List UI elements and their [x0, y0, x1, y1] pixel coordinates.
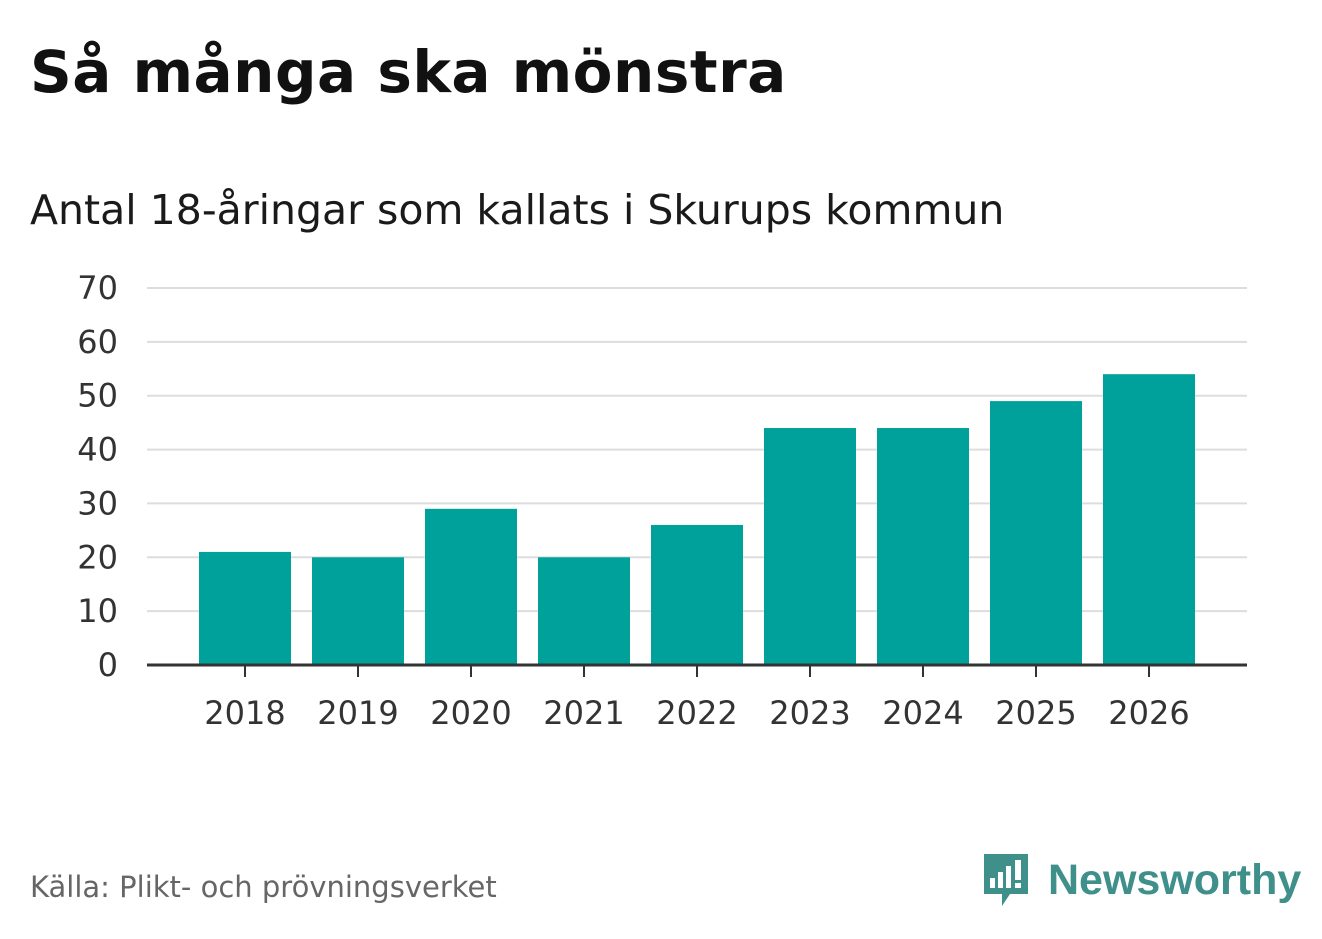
bar-2018: [199, 551, 291, 665]
x-axis-ticks: 2018 2019 2020 2021 2022 2023 2024 2025 2026: [204, 665, 1190, 732]
y-tick-label: 30: [77, 484, 118, 522]
brand-logo: Newsworthy: [980, 850, 1301, 910]
bar-2022: [651, 524, 743, 665]
bar-2019: [312, 557, 404, 665]
source-note: Källa: Plikt- och prövningsverket: [30, 870, 497, 904]
y-tick-label: 10: [77, 592, 118, 630]
bar-2023: [764, 428, 856, 665]
y-tick-label: 20: [77, 538, 118, 576]
chart-subtitle: Antal 18-åringar som kallats i Skurups k…: [30, 186, 1005, 234]
bar-chart: 0 10 20 30 40 50 60 70 2018 2019 2020 2021 2022 2023…: [77, 269, 1247, 732]
brand-name: Newsworthy: [1048, 855, 1302, 904]
bar-2026: [1103, 374, 1195, 665]
y-axis-ticks: 0 10 20 30 40 50 60 70: [77, 269, 118, 684]
bars: [199, 374, 1195, 665]
x-tick-label: 2024: [882, 694, 963, 732]
chart-title: Så många ska mönstra: [30, 38, 787, 106]
bar-2020: [425, 508, 517, 665]
x-tick-label: 2018: [204, 694, 285, 732]
y-tick-label: 50: [77, 377, 118, 415]
bar-2025: [990, 401, 1082, 665]
x-tick-label: 2021: [543, 694, 624, 732]
x-tick-label: 2020: [430, 694, 511, 732]
x-tick-label: 2019: [317, 694, 398, 732]
x-tick-label: 2025: [995, 694, 1076, 732]
y-tick-label: 70: [77, 269, 118, 307]
y-tick-label: 0: [98, 646, 118, 684]
y-tick-label: 40: [77, 431, 118, 469]
bar-chart-speech-bubble-icon: [984, 854, 1028, 906]
x-tick-label: 2023: [769, 694, 850, 732]
bar-2021: [538, 557, 630, 665]
x-tick-label: 2026: [1108, 694, 1189, 732]
y-tick-label: 60: [77, 323, 118, 361]
x-tick-label: 2022: [656, 694, 737, 732]
bar-2024: [877, 428, 969, 665]
